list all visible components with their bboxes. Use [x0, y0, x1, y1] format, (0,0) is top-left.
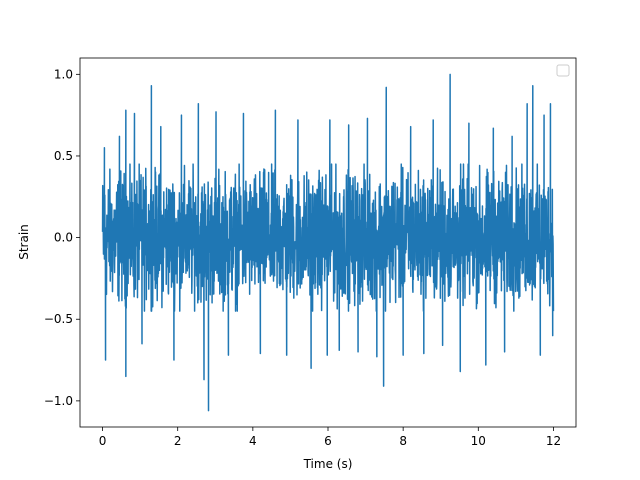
y-axis-ticks: −1.0 −0.5 0.0 0.5 1.0	[44, 67, 80, 408]
x-tick-label: 8	[399, 434, 407, 448]
x-axis-ticks: 0 2 4 6 8 10 12	[99, 427, 561, 448]
y-tick-label: −0.5	[44, 312, 73, 326]
x-tick-label: 2	[174, 434, 182, 448]
strain-series-line	[101, 73, 555, 412]
legend-box	[556, 64, 570, 77]
y-tick-label: 1.0	[54, 67, 73, 81]
x-tick-label: 12	[546, 434, 561, 448]
x-axis-label: Time (s)	[303, 457, 353, 471]
x-tick-label: 10	[471, 434, 486, 448]
x-tick-label: 0	[99, 434, 107, 448]
y-tick-label: 0.5	[54, 149, 73, 163]
y-axis-label: Strain	[17, 224, 31, 260]
x-tick-label: 6	[324, 434, 332, 448]
y-tick-label: 0.0	[54, 231, 73, 245]
x-tick-label: 4	[249, 434, 257, 448]
series-layer	[101, 73, 555, 412]
y-tick-label: −1.0	[44, 394, 73, 408]
